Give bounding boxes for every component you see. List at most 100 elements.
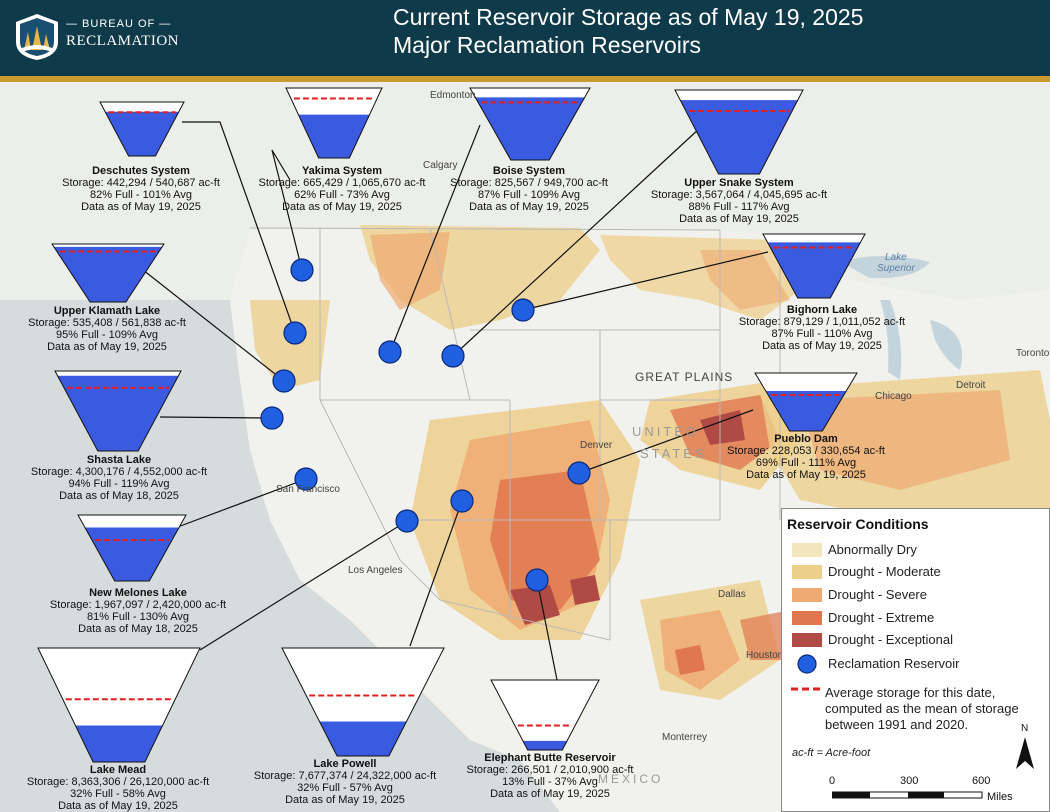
reservoir-gauge (37, 647, 201, 763)
reservoir-percent: 88% Full - 117% Avg (688, 201, 790, 213)
reservoir-label-deschutes: Deschutes System Storage: 442,294 / 540,… (62, 165, 220, 213)
gauge-fill (767, 242, 861, 298)
scale-unit: Miles (987, 791, 1013, 803)
reservoir-gauge (99, 101, 185, 157)
gauge-fill (765, 390, 847, 431)
reservoir-label-boise: Boise System Storage: 825,567 / 949,700 … (450, 165, 608, 213)
legend-swatch (792, 633, 822, 647)
reservoir-marker-icon (797, 654, 817, 674)
reservoir-label-yakima: Yakima System Storage: 665,429 / 1,065,6… (259, 165, 426, 213)
reservoir-percent: 32% Full - 58% Avg (70, 788, 166, 800)
reservoir-date: Data as of May 19, 2025 (490, 788, 610, 800)
org-name-line2: RECLAMATION (66, 33, 179, 49)
city-label-monterrey: Monterrey (662, 732, 708, 743)
reservoir-name: Elephant Butte Reservoir (484, 752, 616, 764)
reservoir-date: Data as of May 18, 2025 (59, 490, 179, 502)
reservoir-storage: Storage: 879,129 / 1,011,052 ac-ft (738, 316, 906, 328)
country-label-states: STATES (640, 446, 707, 461)
city-label-houston: Houston (746, 650, 784, 661)
gauge-fill (522, 740, 568, 750)
legend-swatch (792, 543, 822, 557)
legend-label: Drought - Moderate (828, 564, 941, 579)
reservoir-percent: 81% Full - 130% Avg (87, 611, 189, 623)
gauge-outline (754, 372, 858, 432)
reservoir-percent: 13% Full - 37% Avg (502, 776, 598, 788)
reservoir-date: Data as of May 19, 2025 (469, 201, 589, 213)
city-label-toronto: Toronto (1016, 348, 1050, 359)
page-subtitle: Major Reclamation Reservoirs (393, 32, 702, 58)
header-accent-bar (0, 76, 1050, 82)
reservoir-storage: Storage: 7,677,374 / 24,322,000 ac-ft (253, 770, 437, 782)
gauge-fill (298, 114, 370, 158)
reservoir-percent: 87% Full - 109% Avg (478, 189, 580, 201)
legend-swatch (792, 611, 822, 625)
reservoir-name: Lake Mead (89, 764, 147, 776)
region-label-great-plains: GREAT PLAINS (635, 370, 734, 384)
reservoir-gauge (281, 647, 445, 757)
reservoir-storage: Storage: 535,408 / 561,838 ac-ft (28, 317, 186, 329)
country-label-united: UNITED (632, 424, 699, 439)
reservoir-gauge (54, 370, 182, 452)
reservoir-storage: Storage: 4,300,176 / 4,552,000 ac-ft (30, 466, 208, 478)
legend-label: Abnormally Dry (828, 542, 917, 557)
reservoir-percent: 87% Full - 110% Avg (771, 328, 873, 340)
page-title: Current Reservoir Storage as of May 19, … (393, 4, 864, 30)
city-label-los-angeles: Los Angeles (348, 565, 403, 576)
gauge-outline (51, 243, 165, 303)
header-banner: — BUREAU OF — RECLAMATION Current Reserv… (0, 0, 1050, 76)
lake-superior-label-1: Lake (885, 252, 907, 263)
reservoir-date: Data as of May 19, 2025 (285, 794, 405, 806)
gauge-fill (53, 246, 163, 302)
legend-label: Drought - Severe (828, 587, 927, 602)
reservoir-gauge (490, 679, 600, 751)
reservoir-name: Lake Powell (313, 758, 377, 770)
reservoir-label-upper-snake: Upper Snake System Storage: 3,567,064 / … (651, 177, 827, 225)
country-label-mexico: MEXICO (598, 772, 664, 786)
reservoir-label-shasta: Shasta Lake Storage: 4,300,176 / 4,552,0… (31, 454, 207, 502)
gauge-container (38, 648, 200, 762)
reservoir-storage: Storage: 3,567,064 / 4,045,695 ac-ft (650, 189, 828, 201)
reservoir-date: Data as of May 18, 2025 (78, 623, 198, 635)
reservoir-date: Data as of May 19, 2025 (679, 213, 799, 225)
gauge-outline (99, 101, 185, 157)
gauge-fill (75, 725, 163, 762)
reservoir-storage: Storage: 825,567 / 949,700 ac-ft (450, 177, 608, 189)
reservoir-percent: 95% Full - 109% Avg (56, 329, 158, 341)
reservoir-storage: Storage: 442,294 / 540,687 ac-ft (62, 177, 220, 189)
reservoir-gauge (469, 87, 591, 161)
legend-title: Reservoir Conditions (787, 516, 929, 532)
reservoir-gauge (51, 243, 165, 303)
reservoir-name: Bighorn Lake (786, 304, 858, 316)
reservoir-label-new-melones: New Melones Lake Storage: 1,967,097 / 2,… (50, 587, 226, 635)
reservoir-storage: Storage: 1,967,097 / 2,420,000 ac-ft (49, 599, 227, 611)
gauge-outline (285, 87, 383, 159)
reservoir-name: Pueblo Dam (774, 433, 838, 445)
reservoir-percent: 69% Full - 111% Avg (755, 457, 857, 469)
reservoir-gauge (285, 87, 383, 159)
scale-label-600: 600 (972, 775, 991, 787)
scale-label-300: 300 (900, 775, 919, 787)
reservoir-gauge (674, 89, 804, 175)
reservoir-storage: Storage: 266,501 / 2,010,900 ac-ft (466, 764, 634, 776)
reservoir-storage: Storage: 228,053 / 330,654 ac-ft (727, 445, 885, 457)
reservoir-label-bighorn: Bighorn Lake Storage: 879,129 / 1,011,05… (739, 304, 905, 352)
reservoir-date: Data as of May 19, 2025 (81, 201, 201, 213)
reservoir-label-upper-klamath: Upper Klamath Lake Storage: 535,408 / 56… (28, 305, 186, 353)
leader-lines (137, 121, 769, 681)
north-label: N (1021, 723, 1029, 734)
acre-foot-note: ac-ft = Acre-foot (792, 747, 871, 759)
reservoir-label-pueblo: Pueblo Dam Storage: 228,053 / 330,654 ac… (727, 433, 885, 481)
gauge-outline (469, 87, 591, 161)
gauge-fill (319, 721, 407, 756)
city-label-denver: Denver (580, 440, 613, 451)
reservoir-name: Upper Snake System (684, 177, 794, 189)
lake-superior-label-2: Superior (877, 263, 915, 274)
reservoir-date: Data as of May 19, 2025 (47, 341, 167, 353)
org-name-line1: — BUREAU OF — (66, 18, 172, 30)
legend-label: Drought - Extreme (828, 610, 935, 625)
gauge-outline (762, 233, 866, 299)
scale-label-0: 0 (829, 775, 836, 787)
city-label-calgary: Calgary (423, 160, 458, 171)
reservoir-date: Data as of May 19, 2025 (58, 800, 178, 812)
scale-bar (832, 791, 983, 799)
